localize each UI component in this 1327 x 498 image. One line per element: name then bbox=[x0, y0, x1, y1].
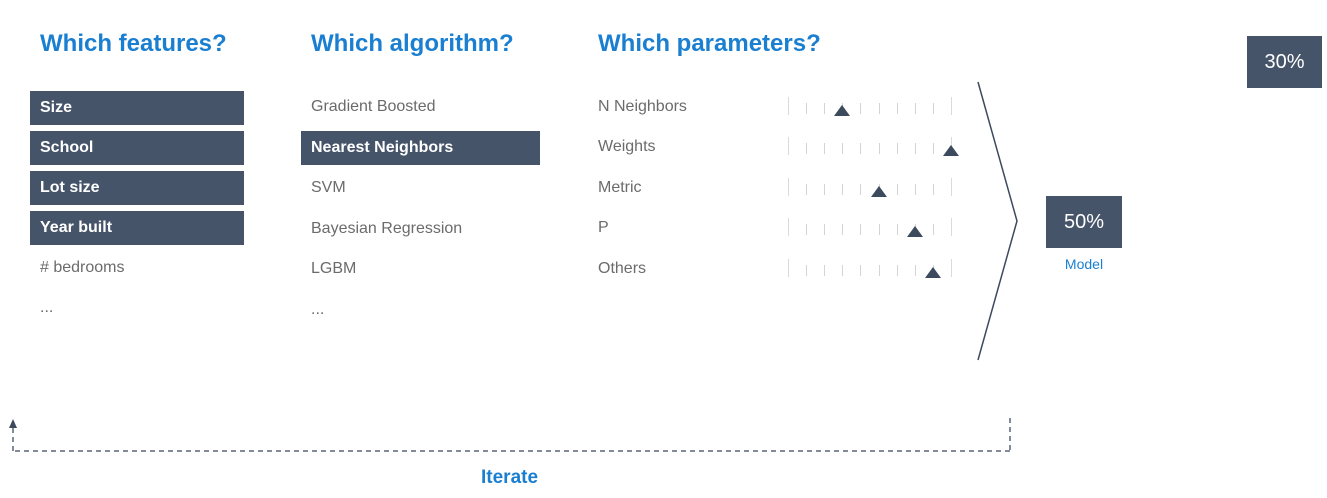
slider-thumb[interactable] bbox=[833, 105, 850, 116]
slider-tick bbox=[878, 103, 880, 114]
slider-tick bbox=[788, 258, 789, 277]
parameter-slider[interactable] bbox=[784, 177, 956, 199]
algorithm-heading: Which algorithm? bbox=[311, 30, 514, 57]
feature-item[interactable]: School bbox=[30, 131, 244, 165]
slider-tick bbox=[824, 183, 826, 195]
parameter-label: N Neighbors bbox=[598, 98, 687, 115]
slider-tick bbox=[806, 103, 808, 114]
slider-tick bbox=[788, 218, 789, 237]
feature-item[interactable]: # bedrooms bbox=[40, 259, 125, 276]
parameter-label: Weights bbox=[598, 138, 656, 156]
slider-tick bbox=[824, 103, 826, 114]
slider-tick bbox=[788, 97, 789, 115]
current-score-badge: 50% bbox=[1046, 196, 1122, 248]
algorithm-item[interactable]: ... bbox=[311, 300, 325, 318]
slider-tick bbox=[932, 143, 934, 155]
previous-score-badge: 30% bbox=[1247, 36, 1322, 88]
slider-tick bbox=[806, 183, 808, 195]
slider-tick bbox=[914, 103, 916, 114]
feature-item[interactable]: Size bbox=[30, 91, 244, 125]
feature-item[interactable]: Year built bbox=[30, 211, 244, 245]
slider-tick bbox=[878, 143, 880, 155]
slider-tick bbox=[824, 224, 826, 236]
slider-tick bbox=[842, 224, 844, 236]
slider-tick bbox=[896, 224, 898, 236]
slider-tick bbox=[896, 103, 898, 114]
iterate-arrowhead bbox=[9, 419, 17, 428]
slider-tick bbox=[788, 177, 789, 196]
feature-item[interactable]: Lot size bbox=[30, 171, 244, 205]
slider-tick bbox=[932, 103, 934, 114]
parameter-label: P bbox=[598, 219, 609, 237]
slider-tick bbox=[896, 143, 898, 155]
parameter-label: Metric bbox=[598, 178, 642, 196]
slider-tick bbox=[914, 264, 916, 276]
algorithm-item[interactable]: Bayesian Regression bbox=[311, 219, 463, 237]
iterate-label: Iterate bbox=[481, 467, 539, 488]
slider-tick bbox=[860, 264, 862, 276]
slider-tick bbox=[824, 264, 826, 276]
parameter-slider[interactable] bbox=[784, 136, 959, 158]
slider-tick bbox=[788, 137, 789, 156]
parameter-slider[interactable] bbox=[784, 96, 956, 118]
feature-item[interactable]: ... bbox=[40, 299, 54, 316]
parameter-slider[interactable] bbox=[784, 217, 956, 239]
slider-thumb[interactable] bbox=[925, 266, 942, 278]
slider-tick bbox=[842, 143, 844, 155]
slider-tick bbox=[896, 183, 898, 195]
slider-tick bbox=[806, 224, 808, 236]
parameter-label: Others bbox=[598, 259, 647, 277]
algorithm-item[interactable]: Gradient Boosted bbox=[311, 98, 436, 115]
slider-tick bbox=[806, 143, 808, 155]
slider-tick bbox=[842, 264, 844, 276]
slider-tick bbox=[878, 224, 880, 236]
slider-tick bbox=[951, 258, 952, 277]
slider-tick bbox=[951, 97, 952, 115]
slider-tick bbox=[951, 218, 952, 237]
slider-tick bbox=[878, 264, 880, 276]
slider-tick bbox=[860, 143, 862, 155]
algorithm-item[interactable]: LGBM bbox=[311, 260, 357, 277]
slider-tick bbox=[932, 183, 934, 195]
slider-tick bbox=[932, 224, 934, 236]
funnel-chevron bbox=[977, 81, 1018, 361]
model-label: Model bbox=[1064, 256, 1104, 272]
slider-tick bbox=[951, 177, 952, 196]
algorithm-item[interactable]: SVM bbox=[311, 179, 346, 196]
slider-thumb[interactable] bbox=[943, 145, 959, 157]
parameters-heading: Which parameters? bbox=[598, 30, 821, 57]
slider-tick bbox=[860, 103, 862, 114]
slider-tick bbox=[824, 143, 826, 155]
slider-tick bbox=[860, 183, 862, 195]
algorithm-item[interactable]: Nearest Neighbors bbox=[301, 130, 540, 165]
parameter-slider[interactable] bbox=[784, 258, 956, 280]
slider-tick bbox=[806, 264, 808, 276]
slider-tick bbox=[914, 183, 916, 195]
slider-tick bbox=[914, 143, 916, 155]
slider-thumb[interactable] bbox=[871, 185, 888, 197]
slider-thumb[interactable] bbox=[907, 226, 924, 238]
slider-tick bbox=[842, 183, 844, 195]
slider-tick bbox=[896, 264, 898, 276]
features-heading: Which features? bbox=[40, 30, 227, 57]
slider-tick bbox=[860, 224, 862, 236]
